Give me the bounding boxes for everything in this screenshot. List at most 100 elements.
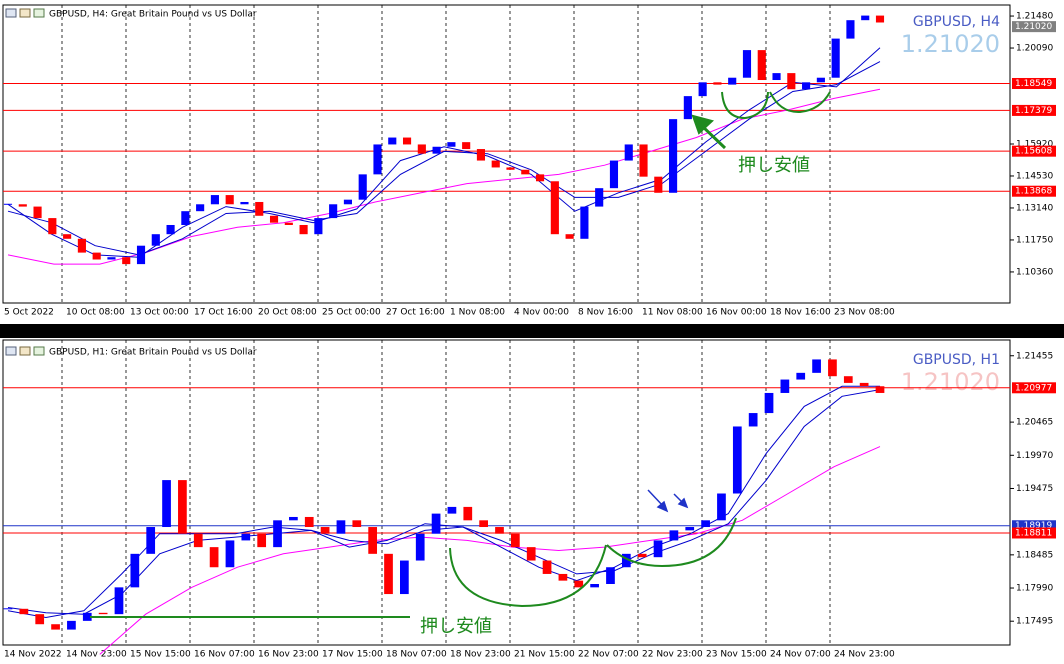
price-tag (1012, 185, 1056, 197)
y-tick-label: 1.17495 (1016, 617, 1053, 627)
y-tick-label: 1.19475 (1016, 484, 1053, 494)
candle-body (257, 533, 267, 548)
icon (19, 8, 31, 18)
chart-title: GBPUSD, H1: Great Britain Pound vs US Do… (49, 348, 257, 358)
candle-body (415, 533, 425, 561)
y-tick-label: 1.19970 (1016, 451, 1053, 461)
candle-body (764, 392, 774, 414)
candle-body (384, 553, 393, 595)
annotation-curve (721, 91, 769, 120)
price-tag (1012, 104, 1056, 116)
candle-body (654, 176, 663, 193)
icon (19, 346, 31, 356)
annotation-arrowhead (656, 500, 669, 513)
plot-frame (2, 339, 1011, 646)
current-price-tag (1012, 21, 1056, 33)
candle-body (241, 533, 251, 541)
candle-body (698, 82, 707, 97)
candle-body (606, 567, 615, 584)
candle-body (875, 15, 885, 23)
y-tick-label: 1.17990 (1016, 584, 1053, 594)
candle-body (476, 149, 486, 161)
y-tick-label: 1.21455 (1016, 351, 1053, 361)
x-tick-label: 21 Nov 15:00 (514, 650, 575, 660)
moving-average (7, 389, 881, 615)
x-tick-label: 23 Nov 08:00 (834, 308, 895, 318)
candle-body (98, 612, 108, 615)
y-tick-label: 1.18485 (1016, 550, 1053, 560)
candle-body (225, 540, 235, 568)
symbol-label: GBPUSD, H4 (913, 14, 1000, 30)
candle-body (558, 573, 568, 581)
y-tick-label: 1.20465 (1016, 418, 1053, 428)
y-tick-label: 1.13140 (1016, 203, 1053, 213)
candle-body (63, 234, 72, 239)
candle-body (193, 533, 203, 548)
candle-body (273, 520, 282, 548)
candle-body (51, 624, 60, 630)
candle-body (495, 527, 504, 534)
candle-body (146, 527, 156, 554)
candle-body (336, 520, 346, 534)
price-display: 1.21020 (901, 30, 1000, 58)
x-tick-label: 1 Nov 08:00 (450, 308, 505, 318)
candle-body (431, 513, 441, 534)
candle-body (506, 167, 515, 170)
candle-body (669, 119, 678, 193)
candle-body (343, 199, 352, 205)
candle-body (479, 520, 488, 528)
candle-body (521, 169, 530, 175)
candle-body (550, 181, 559, 235)
x-tick-label: 16 Nov 23:00 (258, 650, 319, 660)
annotation-text: 押し安値 (420, 616, 492, 637)
y-tick-label: 1.15920 (1016, 139, 1053, 149)
x-tick-label: 16 Nov 00:00 (706, 308, 767, 318)
candle-body (463, 506, 473, 521)
candle-body (358, 174, 367, 200)
candle-body (162, 480, 171, 528)
x-tick-label: 14 Nov 2022 (4, 650, 62, 660)
candle-body (373, 144, 382, 175)
candle-body (717, 493, 726, 521)
price-tag-label: 1.17379 (1015, 106, 1052, 116)
candle-body (683, 96, 692, 120)
candle-body (732, 426, 742, 494)
candle-body (701, 520, 710, 528)
candle-body (624, 144, 633, 161)
annotation-curve (606, 517, 737, 568)
candle-body (225, 195, 234, 205)
candle-body (3, 203, 13, 205)
candle-body (19, 608, 29, 615)
x-tick-label: 22 Nov 07:00 (578, 650, 639, 660)
icon (33, 346, 45, 356)
candle-body (77, 238, 86, 253)
candle-body (772, 73, 781, 81)
candle-body (151, 234, 160, 246)
candle-body (812, 359, 821, 373)
candle-body (82, 612, 92, 621)
candle-body (462, 142, 471, 150)
x-tick-label: 27 Oct 16:00 (386, 308, 445, 318)
candle-body (432, 146, 441, 154)
layers: GBPUSD, H4: Great Britain Pound vs US Do… (3, 5, 1056, 660)
annotation-arrowhead (677, 497, 689, 509)
price-tag-label: 1.18549 (1015, 79, 1052, 89)
candle-body (402, 137, 412, 145)
candle-body (713, 82, 722, 85)
candle-body (542, 560, 552, 574)
candle-body (491, 160, 500, 168)
y-tick-label: 1.11750 (1016, 235, 1053, 245)
candle-body (796, 372, 806, 380)
drawings-arrows (647, 489, 689, 513)
y-tick-label: 1.14530 (1016, 171, 1053, 181)
candle-body (284, 222, 293, 225)
annotation-curve (449, 544, 607, 608)
price-tag-label: 1.15608 (1015, 147, 1052, 157)
plot-frame (2, 4, 1011, 304)
candle-body (526, 547, 536, 561)
moving-average (99, 446, 881, 655)
price-tag (1012, 527, 1056, 539)
candle-body (728, 77, 737, 85)
icon (5, 8, 17, 18)
